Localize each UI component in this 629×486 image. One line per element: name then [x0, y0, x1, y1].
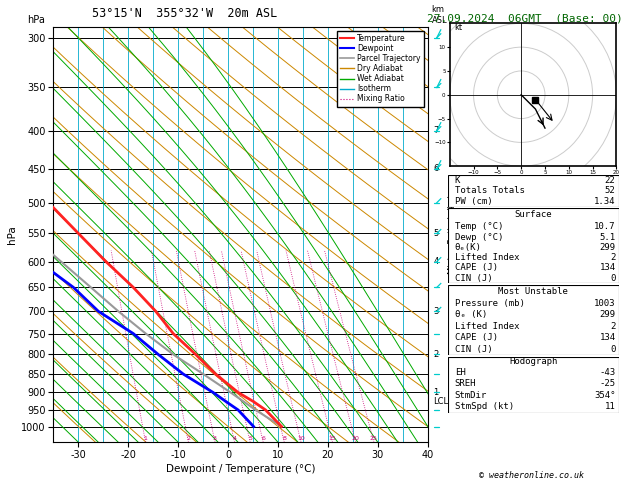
- Text: 5.1: 5.1: [599, 232, 616, 242]
- Text: 1003: 1003: [594, 299, 616, 308]
- Text: Pressure (mb): Pressure (mb): [455, 299, 525, 308]
- Text: hPa: hPa: [27, 15, 45, 25]
- Text: SREH: SREH: [455, 380, 476, 388]
- Text: Hodograph: Hodograph: [509, 357, 557, 366]
- Text: 27.09.2024  06GMT  (Base: 00): 27.09.2024 06GMT (Base: 00): [427, 14, 623, 24]
- Text: -25: -25: [599, 380, 616, 388]
- Text: 3: 3: [433, 307, 438, 316]
- Text: Totals Totals: Totals Totals: [455, 186, 525, 195]
- Text: 4: 4: [433, 257, 438, 266]
- Text: CIN (J): CIN (J): [455, 345, 493, 354]
- Text: Most Unstable: Most Unstable: [498, 287, 569, 295]
- Text: 2: 2: [610, 322, 616, 331]
- Text: 1: 1: [433, 388, 438, 397]
- Text: 20: 20: [352, 436, 360, 441]
- Text: 2: 2: [433, 350, 438, 359]
- Text: CIN (J): CIN (J): [455, 274, 493, 283]
- Text: 22: 22: [604, 176, 616, 185]
- Text: 10.7: 10.7: [594, 222, 616, 231]
- Text: Surface: Surface: [515, 210, 552, 219]
- Text: 299: 299: [599, 243, 616, 252]
- Y-axis label: hPa: hPa: [7, 225, 17, 244]
- Text: 25: 25: [370, 436, 378, 441]
- Text: StmSpd (kt): StmSpd (kt): [455, 402, 514, 411]
- Text: 2: 2: [610, 253, 616, 262]
- Text: 7: 7: [433, 126, 438, 135]
- Text: © weatheronline.co.uk: © weatheronline.co.uk: [479, 471, 584, 480]
- Text: θₑ(K): θₑ(K): [455, 243, 482, 252]
- Text: 11: 11: [604, 402, 616, 411]
- Text: 8: 8: [282, 436, 286, 441]
- Text: Temp (°C): Temp (°C): [455, 222, 503, 231]
- Text: 2: 2: [186, 436, 191, 441]
- Text: 6: 6: [433, 164, 438, 173]
- Text: CAPE (J): CAPE (J): [455, 333, 498, 343]
- Text: 134: 134: [599, 333, 616, 343]
- Text: CAPE (J): CAPE (J): [455, 263, 498, 272]
- Text: 3: 3: [213, 436, 217, 441]
- Text: LCL: LCL: [433, 397, 448, 406]
- Text: 5: 5: [433, 229, 438, 238]
- Text: K: K: [455, 176, 460, 185]
- Text: 0: 0: [610, 274, 616, 283]
- Text: StmDir: StmDir: [455, 391, 487, 400]
- Text: Lifted Index: Lifted Index: [455, 253, 519, 262]
- Text: PW (cm): PW (cm): [455, 197, 493, 206]
- Text: 299: 299: [599, 311, 616, 319]
- Text: 15: 15: [328, 436, 337, 441]
- Text: θₑ (K): θₑ (K): [455, 311, 487, 319]
- Text: Mixing Ratio (g/kg): Mixing Ratio (g/kg): [448, 195, 457, 274]
- Legend: Temperature, Dewpoint, Parcel Trajectory, Dry Adiabat, Wet Adiabat, Isotherm, Mi: Temperature, Dewpoint, Parcel Trajectory…: [337, 31, 424, 106]
- Text: -43: -43: [599, 368, 616, 377]
- X-axis label: Dewpoint / Temperature (°C): Dewpoint / Temperature (°C): [166, 464, 315, 474]
- Text: EH: EH: [455, 368, 465, 377]
- Text: 1: 1: [143, 436, 147, 441]
- Text: km
ASL: km ASL: [431, 5, 447, 25]
- Text: 53°15'N  355°32'W  20m ASL: 53°15'N 355°32'W 20m ASL: [92, 7, 277, 20]
- Text: 10: 10: [297, 436, 305, 441]
- Text: 134: 134: [599, 263, 616, 272]
- Text: 6: 6: [261, 436, 265, 441]
- Text: 0: 0: [610, 345, 616, 354]
- Text: 52: 52: [604, 186, 616, 195]
- Text: kt: kt: [455, 23, 462, 33]
- Text: 5: 5: [248, 436, 252, 441]
- Text: 4: 4: [233, 436, 237, 441]
- Text: 354°: 354°: [594, 391, 616, 400]
- Text: 1.34: 1.34: [594, 197, 616, 206]
- Text: Dewp (°C): Dewp (°C): [455, 232, 503, 242]
- Text: Lifted Index: Lifted Index: [455, 322, 519, 331]
